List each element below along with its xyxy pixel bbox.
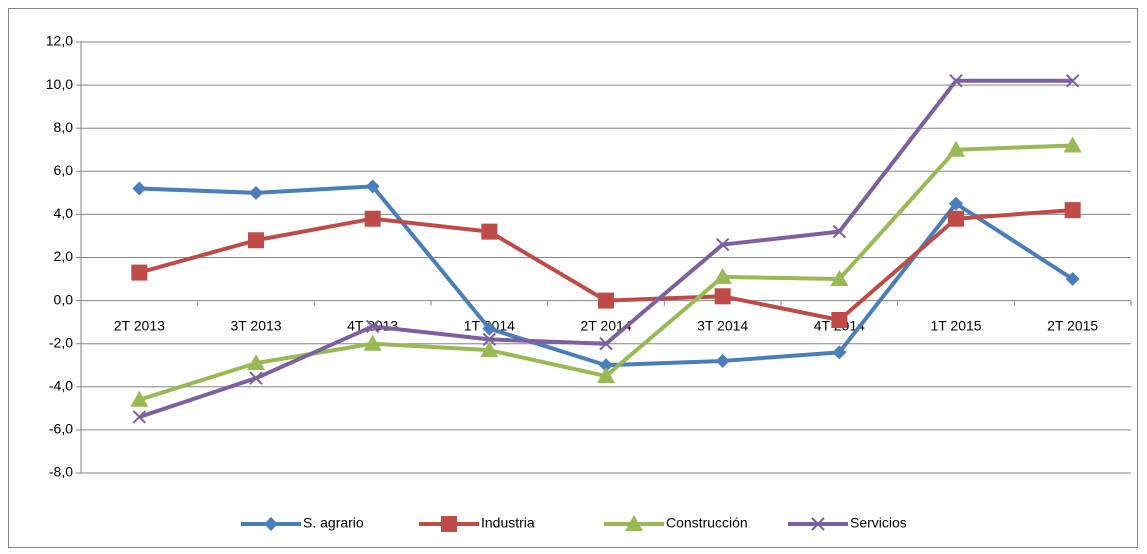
point-marker — [1063, 136, 1082, 153]
y-tick-label: -4,0 — [49, 378, 73, 394]
point-marker — [249, 185, 263, 200]
x-tick-label: 2T 2013 — [114, 317, 165, 333]
point-marker — [599, 358, 613, 373]
point-marker — [1065, 272, 1080, 287]
point-marker — [248, 232, 264, 249]
y-tick-label: 0,0 — [54, 291, 74, 307]
point-marker — [1065, 74, 1080, 88]
point-marker — [715, 237, 730, 252]
x-tick-label: 1T 2015 — [930, 317, 981, 333]
point-marker — [481, 223, 498, 240]
y-tick-label: 8,0 — [54, 119, 74, 135]
y-tick-label: 6,0 — [54, 162, 74, 178]
point-marker — [482, 321, 497, 336]
point-marker — [947, 140, 965, 157]
legend-label: S. agrario — [303, 515, 364, 531]
point-marker — [363, 334, 382, 351]
legend-marker — [441, 516, 457, 532]
y-tick-label: 2,0 — [54, 248, 74, 264]
x-tick-label: 2T 2014 — [580, 317, 631, 333]
y-tick-label: 12,0 — [46, 33, 73, 49]
legend-label: Industria — [481, 515, 535, 531]
legend-marker — [264, 517, 278, 531]
point-marker — [131, 264, 148, 281]
point-marker — [832, 224, 847, 239]
point-marker — [365, 179, 380, 194]
y-tick-label: -6,0 — [49, 421, 73, 437]
point-marker — [130, 390, 149, 407]
point-marker — [249, 371, 263, 385]
point-marker — [715, 353, 730, 368]
y-tick-label: 4,0 — [54, 205, 74, 221]
point-marker — [597, 367, 615, 384]
chart-border — [8, 8, 1138, 548]
point-marker — [831, 311, 848, 328]
point-marker — [949, 196, 963, 211]
legend-label: Servicios — [850, 515, 907, 531]
x-tick-label: 2T 2015 — [1047, 317, 1098, 333]
y-tick-label: -8,0 — [49, 464, 73, 480]
y-tick-label: -2,0 — [49, 334, 73, 350]
point-marker — [599, 336, 613, 351]
point-marker — [832, 345, 847, 360]
point-marker — [482, 332, 497, 347]
point-marker — [132, 181, 147, 196]
point-marker — [948, 210, 964, 227]
point-marker — [598, 292, 614, 309]
x-tick-label: 3T 2013 — [230, 317, 281, 333]
point-marker — [713, 267, 732, 284]
legend-label: Construcción — [666, 515, 748, 531]
x-tick-label: 3T 2014 — [697, 317, 748, 333]
point-marker — [1064, 202, 1081, 219]
point-marker — [364, 210, 381, 227]
point-marker — [132, 410, 147, 424]
y-tick-label: 10,0 — [46, 76, 73, 92]
point-marker — [247, 354, 265, 371]
point-marker — [949, 74, 963, 88]
point-marker — [365, 319, 380, 334]
legend-marker — [811, 517, 825, 531]
point-marker — [480, 341, 499, 358]
point-marker — [830, 270, 849, 287]
point-marker — [714, 288, 731, 305]
legend-marker — [625, 515, 643, 531]
